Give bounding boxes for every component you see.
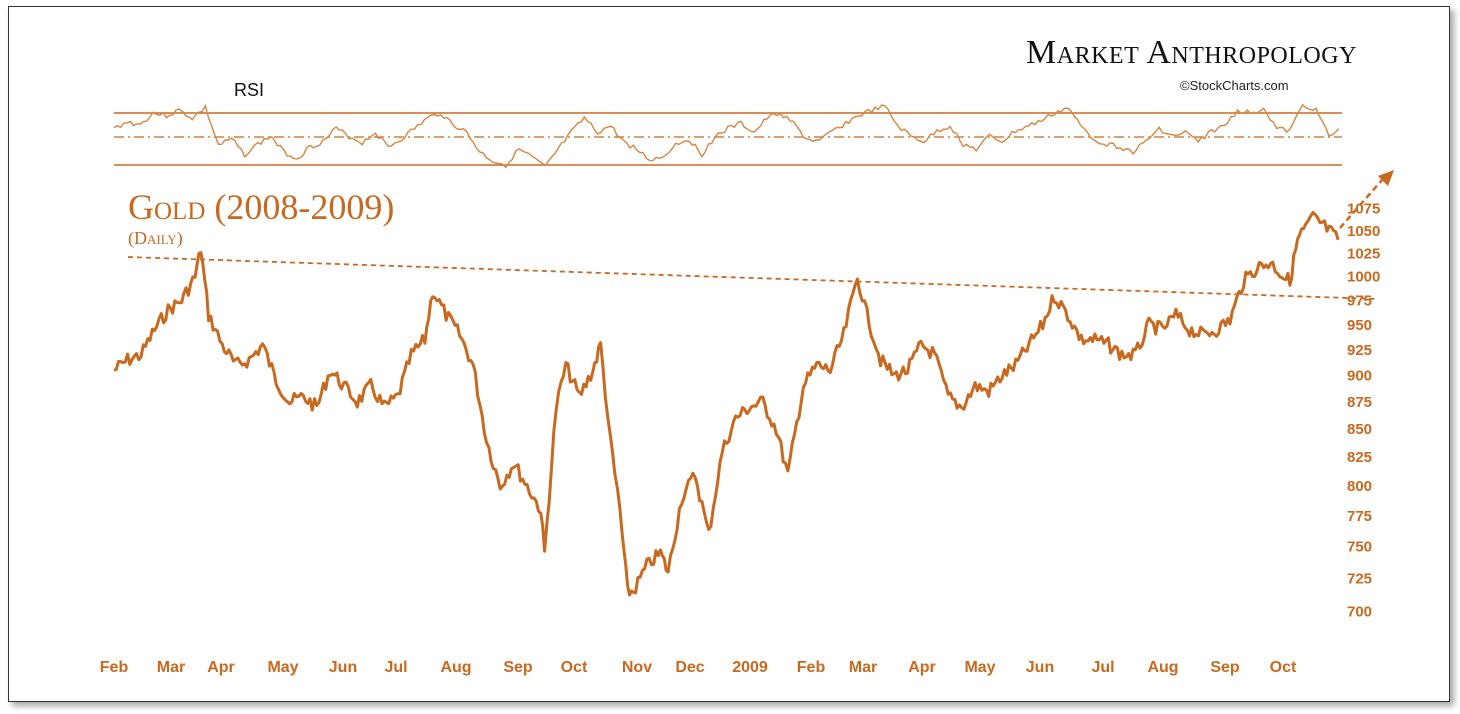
x-tick-label: Sep: [1210, 659, 1240, 676]
x-tick-label: Mar: [157, 659, 185, 676]
x-tick-label: Feb: [100, 659, 129, 676]
breakout-arrow-head: [1378, 170, 1394, 186]
x-tick-label: Mar: [849, 659, 877, 676]
y-tick-label: 850: [1347, 421, 1372, 438]
price-panel: [113, 170, 1394, 597]
x-tick-label: Oct: [561, 659, 588, 676]
x-tick-label: Jul: [384, 659, 407, 676]
x-axis: Feb Mar Apr May Jun Jul Aug Sep Oct Nov Dec 2009 Feb…: [100, 659, 1297, 676]
x-tick-label: Oct: [1270, 659, 1297, 676]
x-tick-label: Aug: [440, 659, 471, 676]
breakout-arrow-line: [1339, 179, 1383, 229]
y-tick-label: 1025: [1347, 245, 1380, 262]
x-tick-label: Apr: [908, 659, 936, 676]
y-tick-label: 875: [1347, 394, 1372, 411]
x-tick-label: Dec: [675, 659, 704, 676]
y-tick-label: 775: [1347, 508, 1372, 525]
y-tick-label: 950: [1347, 317, 1372, 334]
y-tick-label: 900: [1347, 368, 1372, 385]
x-tick-label: Nov: [622, 659, 652, 676]
chart-title: Gold (2008-2009): [128, 187, 395, 227]
trend-line: [127, 256, 1379, 300]
x-tick-label: 2009: [732, 659, 768, 676]
x-tick-label: Feb: [797, 659, 826, 676]
y-tick-label: 1075: [1347, 201, 1380, 218]
x-tick-label: Jun: [329, 659, 357, 676]
rsi-series: [113, 103, 1340, 169]
chart-subtitle: (Daily): [128, 228, 183, 248]
y-tick-label: 1050: [1347, 223, 1380, 240]
stockcharts-credit: ©StockCharts.com: [1180, 78, 1289, 93]
y-tick-label: 1000: [1347, 269, 1380, 286]
rsi-label: RSI: [234, 80, 265, 100]
y-tick-label: 800: [1347, 478, 1372, 495]
y-tick-label: 725: [1347, 571, 1372, 588]
y-tick-label: 975: [1347, 292, 1372, 309]
brand-logo: Market Anthropology: [1026, 34, 1357, 72]
x-tick-label: Sep: [503, 659, 533, 676]
y-tick-label: 700: [1347, 604, 1372, 621]
x-tick-label: Jul: [1091, 659, 1114, 676]
gold-price-series: [113, 211, 1340, 597]
x-tick-label: May: [267, 659, 298, 676]
x-tick-label: Aug: [1147, 659, 1178, 676]
y-axis: 700 725 750 775 800 825 850 875 900 925 950 975 1000…: [1347, 201, 1380, 621]
chart-frame: [8, 6, 1450, 702]
y-tick-label: 825: [1347, 449, 1372, 466]
x-tick-label: May: [964, 659, 995, 676]
x-tick-label: Jun: [1026, 659, 1054, 676]
rsi-panel: [113, 103, 1342, 169]
y-tick-label: 750: [1347, 539, 1372, 556]
brand-name: Market Anthropology: [1026, 34, 1357, 71]
y-tick-label: 925: [1347, 342, 1372, 359]
x-tick-label: Apr: [207, 659, 235, 676]
